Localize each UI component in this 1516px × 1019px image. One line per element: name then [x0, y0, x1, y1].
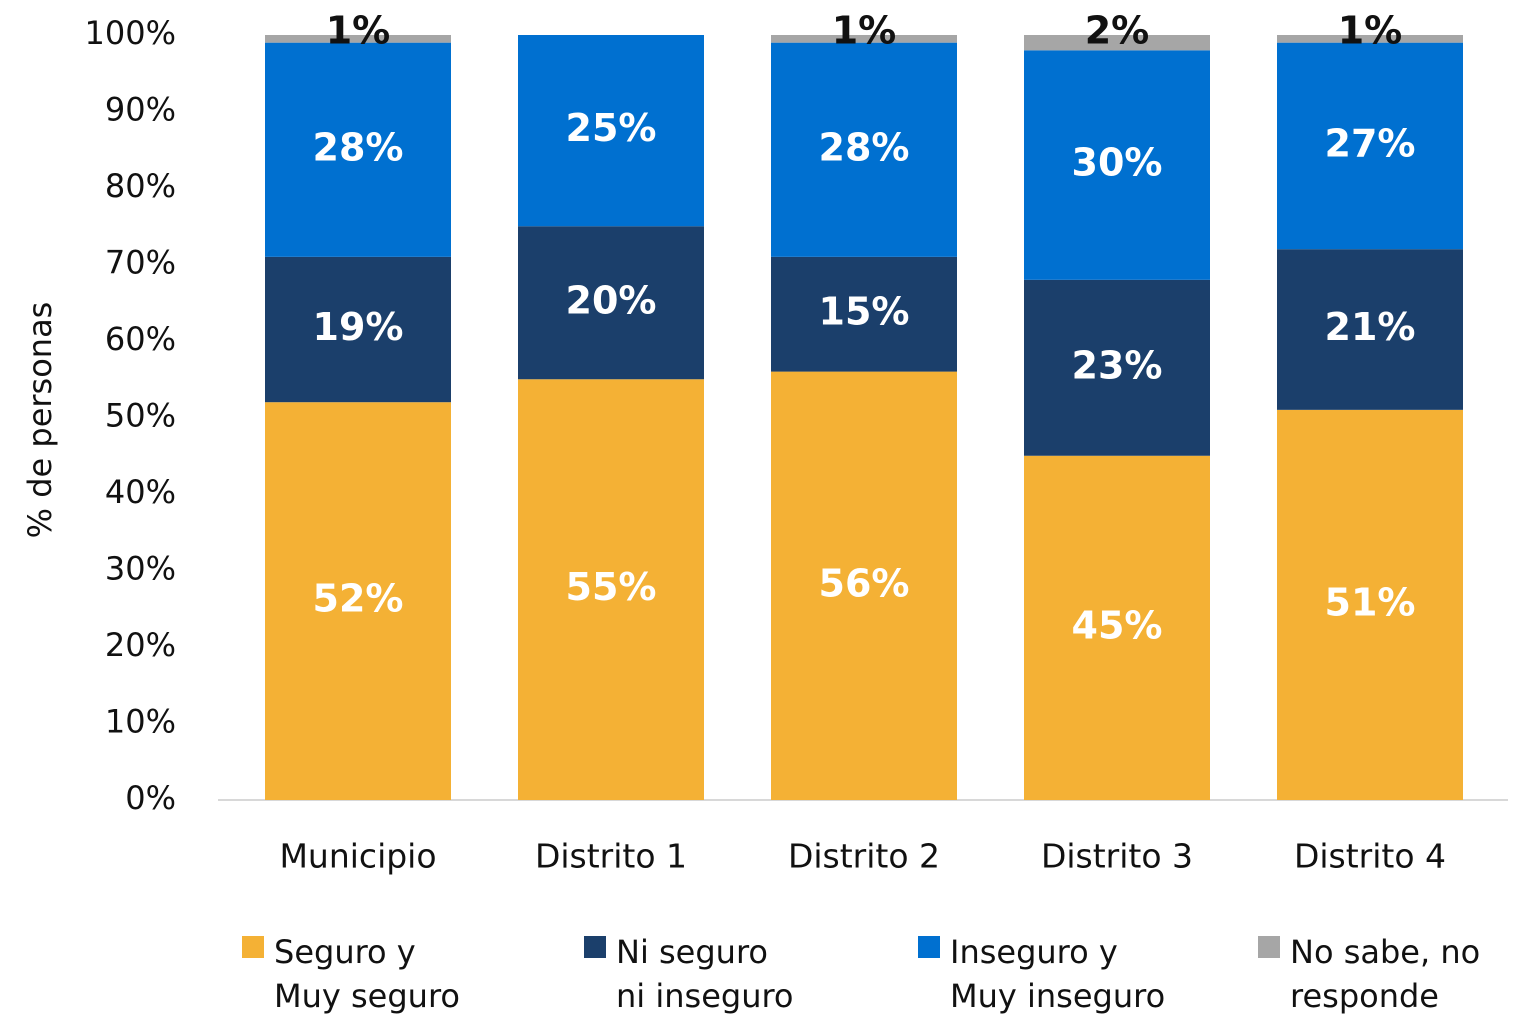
data-label: 2% [1085, 9, 1150, 53]
y-tick-label: 20% [105, 626, 176, 664]
y-tick-label: 10% [105, 703, 176, 741]
data-label: 23% [1072, 343, 1163, 387]
x-tick-label: Distrito 2 [788, 837, 940, 876]
bar-segment [1024, 50, 1210, 280]
data-label: 30% [1072, 141, 1163, 185]
data-label: 1% [832, 9, 897, 53]
y-tick-label: 50% [105, 397, 176, 435]
bar-segment [265, 256, 451, 403]
bar-segment [518, 379, 704, 800]
legend-item: Seguro y Muy seguro [242, 930, 460, 1018]
legend-label: Inseguro y Muy inseguro [950, 933, 1166, 1015]
y-tick-label: 100% [85, 14, 176, 52]
legend-swatch [242, 936, 264, 958]
y-tick-label: 70% [105, 244, 176, 282]
bar-segment [1024, 279, 1210, 456]
y-tick-label: 30% [105, 550, 176, 588]
bar-segment [771, 42, 957, 257]
bar-segment [1024, 455, 1210, 800]
data-label: 21% [1325, 305, 1416, 349]
y-tick-label: 40% [105, 473, 176, 511]
data-label: 15% [819, 290, 910, 334]
legend-item: Inseguro y Muy inseguro [918, 930, 1165, 1018]
bar-segment [518, 226, 704, 380]
x-tick-label: Municipio [279, 837, 436, 876]
x-tick-label: Distrito 3 [1041, 837, 1193, 876]
bar-segment [1277, 42, 1463, 250]
bar-segment [771, 256, 957, 372]
legend-swatch [918, 936, 940, 958]
legend-label: No sabe, no responde [1290, 933, 1481, 1015]
bar-segment [1277, 249, 1463, 410]
data-label: 52% [313, 577, 404, 621]
data-label: 1% [326, 9, 391, 53]
bar-segment [265, 42, 451, 257]
y-axis-label: % de personas [21, 302, 59, 539]
legend-item: Ni seguro ni inseguro [584, 930, 794, 1018]
data-label: 56% [819, 561, 910, 605]
data-label: 25% [566, 106, 657, 150]
data-label: 19% [313, 305, 404, 349]
data-label: 55% [566, 565, 657, 609]
legend-label: Seguro y Muy seguro [274, 933, 460, 1015]
bar-segment [1277, 35, 1463, 43]
legend-item: No sabe, no responde [1258, 930, 1480, 1018]
legend-swatch [1258, 936, 1280, 958]
x-tick-label: Distrito 4 [1294, 837, 1446, 876]
data-label: 27% [1325, 121, 1416, 165]
data-label: 45% [1072, 603, 1163, 647]
data-label: 20% [566, 278, 657, 322]
data-label: 28% [819, 125, 910, 169]
bar-segment [265, 35, 451, 43]
bar-segment [771, 35, 957, 43]
bar-segment [1024, 35, 1210, 51]
bar-segment [518, 35, 704, 227]
legend-label: Ni seguro ni inseguro [616, 933, 794, 1015]
y-tick-label: 60% [105, 320, 176, 358]
data-label: 51% [1325, 580, 1416, 624]
y-tick-label: 80% [105, 167, 176, 205]
bar-segment [1277, 409, 1463, 800]
x-tick-label: Distrito 1 [535, 837, 687, 876]
bar-segment [771, 371, 957, 800]
data-label: 1% [1338, 9, 1403, 53]
y-tick-label: 0% [125, 779, 176, 817]
y-tick-label: 90% [105, 91, 176, 129]
bar-segment [265, 402, 451, 800]
data-label: 28% [313, 125, 404, 169]
legend-swatch [584, 936, 606, 958]
